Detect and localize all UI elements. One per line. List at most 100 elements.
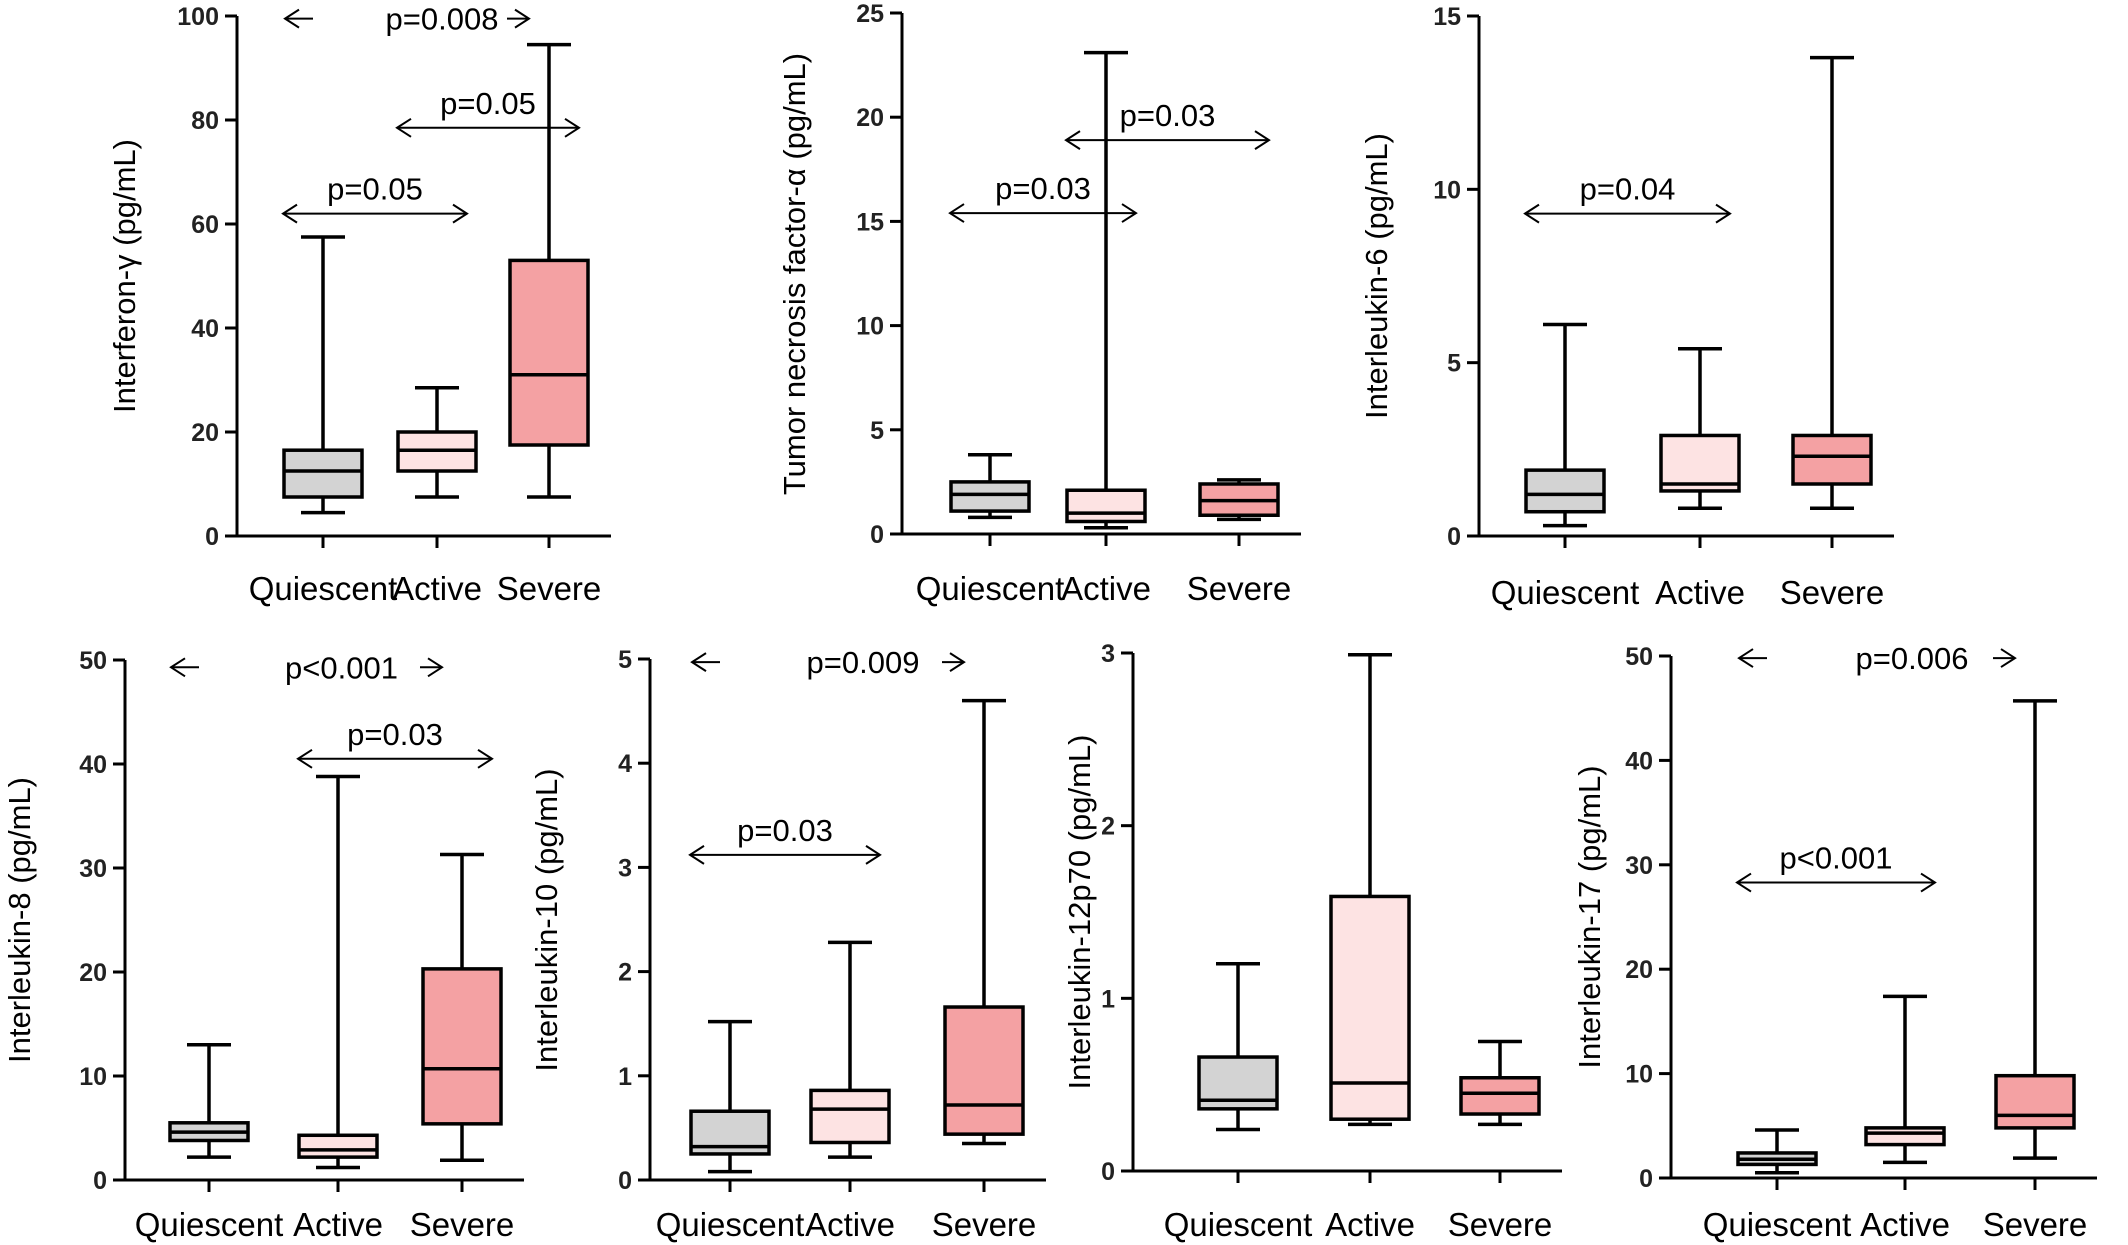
iqr-box: [297, 1133, 379, 1159]
y-tick-label: 20: [79, 959, 107, 987]
arrow-right-head: [452, 203, 469, 224]
panel-5: 0 1 2 3 4 5 Quiescent Active Severe Interleukin-1…: [529, 645, 1046, 1243]
panel-6: 0 1 2 3 Quiescent Active Severe Interleukin-12p…: [1062, 640, 1562, 1243]
significance-annotation: p<0.001: [169, 650, 444, 685]
y-tick-label: 0: [1101, 1158, 1115, 1186]
significance-annotation: p=0.008: [283, 2, 531, 37]
arrow-left-head: [690, 652, 707, 672]
y-axis-title: Tumor necrosis factor-α (pg/mL): [777, 53, 812, 495]
category-label: Severe: [932, 1206, 1037, 1243]
box-active: [1329, 652, 1411, 1127]
p-value-label: p=0.006: [1856, 641, 1969, 676]
significance-annotation: p=0.006: [1737, 641, 2017, 676]
box-active: [1659, 347, 1741, 511]
y-axis-title: Interleukin-6 (pg/mL): [1359, 133, 1394, 419]
category-label: Quiescent: [656, 1206, 805, 1243]
category-label: Severe: [1983, 1206, 2088, 1243]
y-tick-label: 3: [1101, 640, 1115, 668]
box-severe: [943, 698, 1025, 1146]
category-label: Severe: [1780, 574, 1885, 611]
category-label: Quiescent: [1703, 1206, 1852, 1243]
box-quiescent: [168, 1043, 250, 1159]
y-tick-label: 40: [1625, 747, 1653, 775]
y-tick-label: 2: [1101, 813, 1115, 841]
y-tick-label: 3: [618, 854, 632, 882]
box-severe: [421, 852, 503, 1162]
y-tick-label: 20: [191, 419, 219, 447]
y-axis-title: Interleukin-10 (pg/mL): [529, 768, 564, 1071]
box-severe: [1198, 478, 1280, 522]
box-quiescent: [1736, 1128, 1818, 1175]
category-label: Active: [1655, 574, 1745, 611]
arrow-left-head: [1737, 648, 1754, 668]
y-axis-title: Interleukin-8 (pg/mL): [2, 777, 37, 1063]
y-tick-label: 5: [618, 646, 632, 674]
box-quiescent: [1197, 962, 1279, 1132]
panel-7: 0 10 20 30 40 50 Quiescent Active Severe Interleu…: [1572, 641, 2097, 1243]
category-label: Quiescent: [1491, 574, 1640, 611]
p-value-label: p=0.05: [327, 172, 423, 207]
y-tick-label: 0: [618, 1167, 632, 1195]
arrow-right-head: [514, 8, 531, 29]
arrow-left-head: [281, 203, 298, 224]
significance-annotation: p=0.03: [1064, 98, 1271, 150]
significance-annotation: p=0.03: [948, 171, 1138, 223]
y-tick-label: 0: [205, 523, 219, 551]
box-quiescent: [949, 453, 1031, 520]
arrow-right-head: [1920, 872, 1937, 893]
p-value-label: p<0.001: [285, 650, 398, 685]
iqr-box: [1994, 1073, 2076, 1130]
significance-annotation: p<0.001: [1735, 841, 1937, 893]
iqr-box: [1329, 894, 1411, 1121]
iqr-box: [1659, 433, 1741, 493]
y-tick-label: 0: [93, 1167, 107, 1195]
arrow-left-head: [1064, 130, 1081, 150]
iqr-box: [508, 258, 590, 447]
y-tick-label: 20: [856, 104, 884, 132]
y-tick-label: 10: [1433, 176, 1461, 204]
y-tick-label: 10: [856, 313, 884, 341]
y-tick-label: 50: [1625, 643, 1653, 671]
box-active: [809, 940, 891, 1159]
arrow-left-head: [1523, 203, 1540, 224]
p-value-label: p<0.001: [1780, 841, 1893, 876]
significance-annotation: p=0.03: [688, 813, 882, 865]
p-value-label: p=0.05: [440, 86, 536, 121]
iqr-box: [1791, 433, 1873, 486]
arrow-right-head: [949, 652, 966, 672]
y-tick-label: 1: [618, 1063, 632, 1091]
category-label: Quiescent: [916, 570, 1065, 607]
y-tick-label: 10: [1625, 1061, 1653, 1089]
arrow-right-head: [1254, 130, 1271, 150]
y-tick-label: 30: [79, 855, 107, 883]
y-tick-label: 2: [618, 959, 632, 987]
category-label: Active: [1325, 1206, 1415, 1243]
box-active: [1065, 50, 1147, 530]
y-tick-label: 10: [79, 1063, 107, 1091]
y-tick-label: 100: [177, 3, 219, 31]
category-label: Severe: [1187, 570, 1292, 607]
significance-annotation: p=0.03: [296, 717, 494, 769]
arrow-right-head: [427, 657, 444, 678]
y-tick-label: 50: [79, 647, 107, 675]
box-active: [1864, 994, 1946, 1165]
category-label: Severe: [497, 570, 602, 607]
y-tick-label: 15: [856, 208, 884, 236]
category-label: Quiescent: [135, 1206, 284, 1243]
category-label: Quiescent: [249, 570, 398, 607]
arrow-right-head: [1715, 203, 1732, 224]
y-tick-label: 0: [870, 521, 884, 549]
box-quiescent: [282, 235, 364, 515]
iqr-box: [282, 448, 364, 499]
box-severe: [1791, 55, 1873, 511]
y-tick-label: 5: [1447, 350, 1461, 378]
category-label: Active: [293, 1206, 383, 1243]
box-quiescent: [689, 1019, 771, 1174]
iqr-box: [943, 1005, 1025, 1136]
box-severe: [1459, 1039, 1541, 1127]
box-quiescent: [1524, 322, 1606, 528]
panel-4: 0 10 20 30 40 50 Quiescent Active Severe Interleu…: [2, 647, 524, 1243]
significance-annotation: p=0.04: [1523, 172, 1732, 224]
y-tick-label: 5: [870, 417, 884, 445]
